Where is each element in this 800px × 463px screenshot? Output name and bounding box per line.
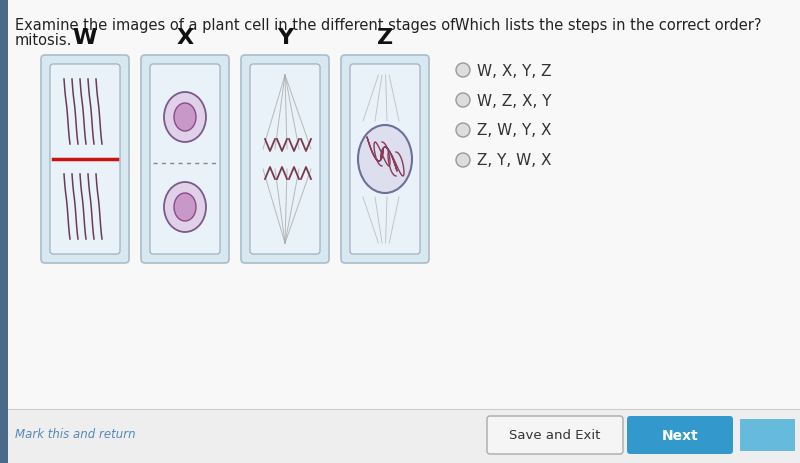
FancyBboxPatch shape bbox=[41, 56, 129, 263]
Text: W, X, Y, Z: W, X, Y, Z bbox=[477, 63, 551, 78]
Text: W, Z, X, Y: W, Z, X, Y bbox=[477, 94, 551, 108]
Text: Examine the images of a plant cell in the different stages of: Examine the images of a plant cell in th… bbox=[15, 18, 455, 33]
Text: Next: Next bbox=[662, 428, 698, 442]
FancyBboxPatch shape bbox=[141, 56, 229, 263]
FancyBboxPatch shape bbox=[50, 65, 120, 255]
Text: Y: Y bbox=[277, 28, 293, 48]
FancyBboxPatch shape bbox=[341, 56, 429, 263]
Ellipse shape bbox=[174, 104, 196, 131]
Bar bbox=[8, 409, 800, 463]
Text: X: X bbox=[177, 28, 194, 48]
Circle shape bbox=[456, 154, 470, 168]
FancyBboxPatch shape bbox=[250, 65, 320, 255]
FancyBboxPatch shape bbox=[740, 419, 795, 451]
Circle shape bbox=[456, 124, 470, 138]
Bar bbox=[0, 0, 8, 463]
FancyBboxPatch shape bbox=[487, 416, 623, 454]
FancyBboxPatch shape bbox=[241, 56, 329, 263]
Ellipse shape bbox=[358, 126, 412, 194]
Circle shape bbox=[456, 64, 470, 78]
Text: Which lists the steps in the correct order?: Which lists the steps in the correct ord… bbox=[455, 18, 762, 33]
FancyBboxPatch shape bbox=[150, 65, 220, 255]
Circle shape bbox=[456, 94, 470, 108]
Text: Z, W, Y, X: Z, W, Y, X bbox=[477, 123, 551, 138]
Text: mitosis.: mitosis. bbox=[15, 33, 72, 48]
Text: W: W bbox=[73, 28, 98, 48]
Ellipse shape bbox=[164, 182, 206, 232]
Text: Z: Z bbox=[377, 28, 393, 48]
Ellipse shape bbox=[174, 194, 196, 221]
Ellipse shape bbox=[164, 93, 206, 143]
FancyBboxPatch shape bbox=[627, 416, 733, 454]
FancyBboxPatch shape bbox=[350, 65, 420, 255]
Text: Save and Exit: Save and Exit bbox=[510, 429, 601, 442]
Text: Mark this and return: Mark this and return bbox=[15, 427, 136, 441]
Text: Z, Y, W, X: Z, Y, W, X bbox=[477, 153, 551, 168]
Bar bbox=[8, 0, 800, 409]
